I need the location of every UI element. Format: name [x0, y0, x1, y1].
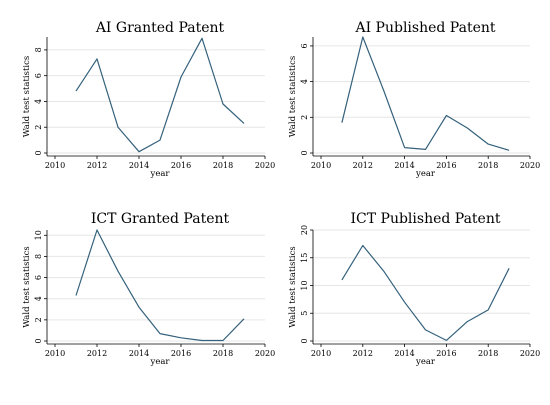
x-axis-label: year	[150, 169, 171, 179]
x-tick-label: 2020	[520, 161, 540, 170]
x-tick-label: 2012	[353, 349, 373, 358]
panel-3: ICT Granted Patent 0 2 4 6 8 10 2010 2012 2014 201…	[22, 211, 275, 367]
y-tick-label: 10	[300, 280, 309, 290]
x-tick-label: 2020	[255, 161, 275, 170]
y-tick-label: 4	[300, 79, 309, 84]
x-tick-label: 2012	[87, 349, 107, 358]
x-tick-label: 2016	[171, 161, 191, 170]
x-tick-label: 2020	[255, 349, 275, 358]
panel-4: ICT Published Patent 0 5 10 15 20 2010 2012 2014…	[288, 211, 540, 367]
series-line	[75, 229, 245, 342]
panel-title: ICT Granted Patent	[91, 211, 230, 227]
x-tick-label: 2016	[436, 161, 456, 170]
y-tick-label: 2	[34, 125, 43, 130]
y-tick-label: 4	[34, 296, 43, 301]
x-tick-label: 2018	[478, 349, 498, 358]
x-tick-label: 2010	[311, 349, 331, 358]
y-tick-label: 2	[34, 317, 43, 322]
x-tick-label: 2018	[213, 349, 233, 358]
x-tick-label: 2010	[311, 161, 331, 170]
y-tick-label: 0	[34, 150, 43, 155]
x-axis-label: year	[415, 357, 436, 367]
x-tick-label: 2010	[45, 161, 65, 170]
y-axis-label: Wald test statistics	[288, 246, 298, 327]
x-tick-label: 2012	[353, 161, 373, 170]
panel-title: ICT Published Patent	[351, 211, 501, 227]
y-tick-label: 0	[34, 338, 43, 343]
x-tick-label: 2014	[129, 161, 149, 170]
y-tick-label: 6	[300, 43, 309, 48]
panel-1: AI Granted Patent 0 2 4 6 8 2010 2012 2014 2016 20…	[22, 20, 275, 179]
panel-title: AI Granted Patent	[95, 20, 225, 36]
panel-2: AI Published Patent 0 2 4 6 2010 2012 2014 2016 2…	[288, 20, 540, 179]
y-tick-label: 4	[34, 99, 43, 104]
y-tick-label: 5	[300, 311, 309, 316]
series-line	[341, 244, 510, 341]
y-tick-label: 8	[34, 254, 43, 259]
series-line	[75, 37, 245, 153]
y-tick-label: 20	[300, 225, 309, 235]
y-axis-label: Wald test statistics	[22, 246, 32, 327]
x-tick-label: 2020	[520, 349, 540, 358]
y-tick-label: 0	[300, 150, 309, 155]
x-tick-label: 2016	[436, 349, 456, 358]
x-tick-label: 2010	[45, 349, 65, 358]
panel-title: AI Published Patent	[354, 20, 495, 36]
x-tick-label: 2018	[478, 161, 498, 170]
x-tick-label: 2014	[394, 161, 414, 170]
x-axis-label: year	[150, 357, 171, 367]
y-tick-label: 8	[34, 47, 43, 52]
y-tick-label: 6	[34, 275, 43, 280]
y-axis-label: Wald test statistics	[288, 56, 298, 137]
y-tick-label: 15	[300, 253, 309, 263]
y-tick-label: 0	[300, 338, 309, 343]
x-tick-label: 2016	[171, 349, 191, 358]
x-tick-label: 2018	[213, 161, 233, 170]
x-tick-label: 2014	[394, 349, 414, 358]
y-axis-label: Wald test statistics	[22, 56, 32, 137]
y-tick-label: 10	[34, 230, 43, 240]
y-tick-label: 6	[34, 73, 43, 78]
series-line	[341, 36, 510, 151]
y-tick-label: 2	[300, 115, 309, 120]
x-tick-label: 2012	[87, 161, 107, 170]
x-axis-label: year	[415, 169, 436, 179]
x-tick-label: 2014	[129, 349, 149, 358]
